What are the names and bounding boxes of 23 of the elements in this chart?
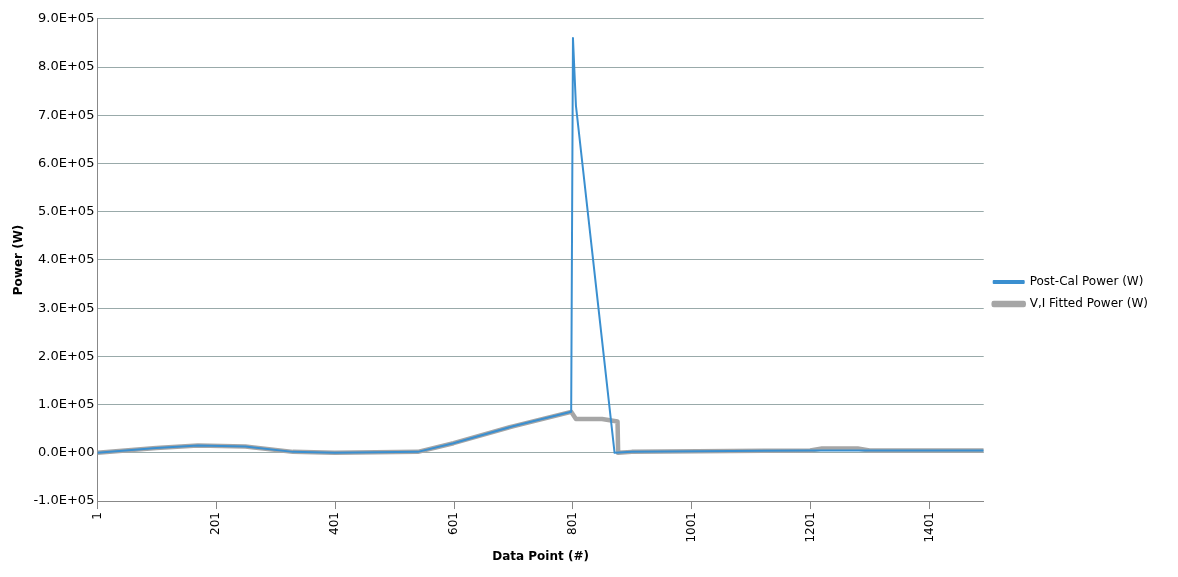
- legend-label: V,I Fitted Power (W): [1029, 296, 1149, 311]
- y-tick-label: 6.0E+05: [38, 154, 95, 170]
- x-tick-label: 1: [89, 512, 104, 520]
- x-tick-label: 1201: [802, 512, 817, 543]
- x-tick-label: 401: [327, 512, 342, 535]
- y-tick-label: 7.0E+05: [38, 106, 95, 122]
- x-axis-title: Data Point (#): [492, 548, 589, 563]
- legend-label: Post-Cal Power (W): [1029, 274, 1144, 289]
- y-tick-label: 0.0E+00: [38, 444, 95, 460]
- x-tick-label: 601: [446, 512, 461, 535]
- y-axis-title: Power (W): [11, 224, 26, 296]
- y-tick-label: 3.0E+05: [38, 299, 95, 315]
- y-tick-label: 4.0E+05: [38, 251, 95, 267]
- y-tick-label: 5.0E+05: [38, 203, 95, 219]
- x-tick-label: 1001: [683, 512, 698, 543]
- y-tick-label: 1.0E+05: [38, 395, 95, 411]
- y-tick-label: 8.0E+05: [38, 58, 95, 74]
- x-tick-label: 801: [565, 512, 580, 535]
- y-tick-label: -1.0E+05: [33, 492, 95, 508]
- x-tick-label: 201: [208, 512, 223, 535]
- y-tick-label: 2.0E+05: [38, 347, 95, 363]
- y-tick-label: 9.0E+05: [38, 10, 95, 26]
- x-tick-label: 1401: [921, 512, 936, 543]
